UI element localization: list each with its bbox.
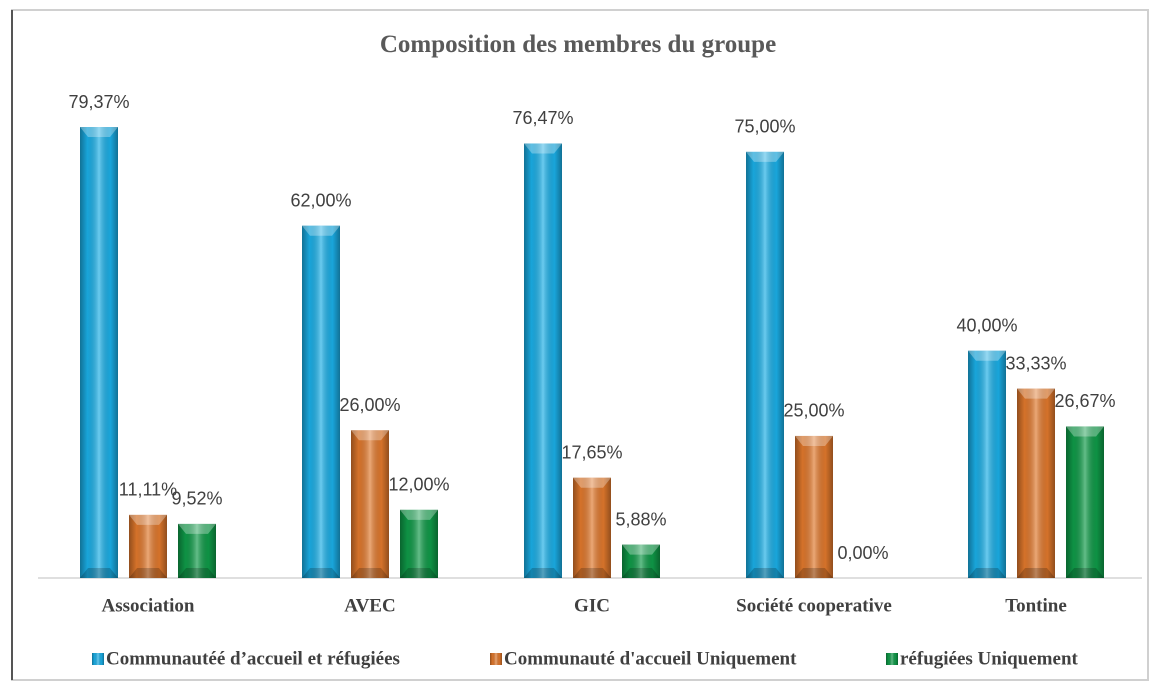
bar-cap xyxy=(968,350,1006,361)
bar-shine xyxy=(795,435,833,578)
frame xyxy=(11,9,1149,681)
bar-shine xyxy=(129,514,167,578)
value-label: 62,00% xyxy=(290,190,351,210)
value-label: 76,47% xyxy=(512,108,573,128)
bar-foot xyxy=(129,568,167,578)
bar-foot xyxy=(351,568,389,578)
chart-title: Composition des membres du groupe xyxy=(380,31,776,58)
value-label: 33,33% xyxy=(1005,353,1066,373)
x-tick-label: AVEC xyxy=(344,595,395,616)
value-label: 79,37% xyxy=(68,92,129,112)
bar-cap xyxy=(400,509,438,520)
bar-shine xyxy=(1017,388,1055,578)
bar-shine xyxy=(1066,426,1104,578)
bar-foot xyxy=(795,568,833,578)
bar-cap xyxy=(573,477,611,488)
bar-foot xyxy=(524,568,562,578)
bar-shine xyxy=(573,477,611,578)
bar-shine xyxy=(80,127,118,578)
bar-cap xyxy=(351,430,389,441)
bar-shine xyxy=(400,509,438,578)
bar-foot xyxy=(968,568,1006,578)
bar-cap xyxy=(524,143,562,154)
x-tick-label: Tontine xyxy=(1005,595,1067,616)
bar-shine xyxy=(178,523,216,578)
bar-cap xyxy=(795,435,833,446)
value-label: 40,00% xyxy=(956,315,1017,335)
bar-foot xyxy=(622,568,660,578)
value-label: 12,00% xyxy=(388,475,449,495)
bar-foot xyxy=(302,568,340,578)
bar-foot xyxy=(1017,568,1055,578)
legend-swatch-shine xyxy=(92,653,104,665)
bar-cap xyxy=(622,544,660,555)
bar-foot xyxy=(178,568,216,578)
value-label: 26,00% xyxy=(339,395,400,415)
bar-foot xyxy=(400,568,438,578)
bar-cap xyxy=(746,151,784,162)
value-label: 25,00% xyxy=(783,401,844,421)
value-label: 17,65% xyxy=(561,442,622,462)
bar-cap xyxy=(178,523,216,534)
value-label: 0,00% xyxy=(837,543,888,563)
legend-label: Communauté d'accueil Uniquement xyxy=(504,648,797,669)
bar-foot xyxy=(80,568,118,578)
bar-shine xyxy=(524,143,562,578)
bar-shine xyxy=(746,151,784,578)
bar-shine xyxy=(302,225,340,579)
legend-label: réfugiées Uniquement xyxy=(900,648,1079,669)
legend-swatch-shine xyxy=(490,653,502,665)
bar-cap xyxy=(302,225,340,236)
bar-cap xyxy=(1066,426,1104,437)
x-tick-label: GIC xyxy=(574,595,610,616)
bar-foot xyxy=(746,568,784,578)
bar-cap xyxy=(129,514,167,525)
bar-shine xyxy=(968,350,1006,578)
bar-shine xyxy=(622,544,660,578)
bar-shine xyxy=(351,430,389,578)
value-label: 75,00% xyxy=(734,117,795,137)
bar-foot xyxy=(573,568,611,578)
value-label: 26,67% xyxy=(1054,391,1115,411)
bar-cap xyxy=(80,127,118,137)
legend-swatch-shine xyxy=(886,653,898,665)
x-tick-label: Société cooperative xyxy=(736,595,892,616)
bar-foot xyxy=(1066,568,1104,578)
legend-label: Communautéé d’accueil et réfugiées xyxy=(106,648,400,669)
x-tick-label: Association xyxy=(102,595,195,616)
value-label: 9,52% xyxy=(171,489,222,509)
value-label: 5,88% xyxy=(615,509,666,529)
bar-cap xyxy=(1017,388,1055,399)
value-label: 11,11% xyxy=(119,480,177,500)
